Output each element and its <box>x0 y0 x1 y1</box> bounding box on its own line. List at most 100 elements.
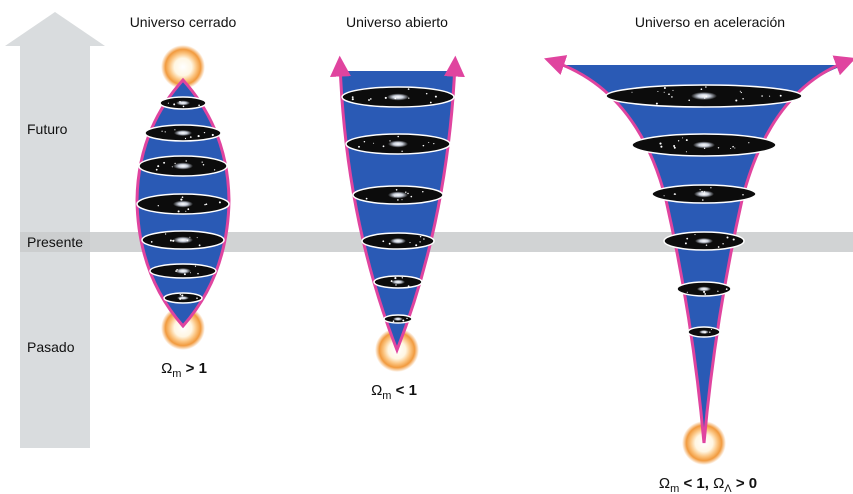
star-speck <box>157 165 160 168</box>
open-universe-outline <box>329 55 465 355</box>
star-speck <box>196 297 198 299</box>
galaxy-core <box>177 296 189 300</box>
star-speck <box>701 190 703 193</box>
star-speck <box>429 101 432 104</box>
subscript-m: m <box>670 483 679 494</box>
star-speck <box>730 147 732 150</box>
star-speck <box>406 317 408 320</box>
star-speck <box>397 135 400 138</box>
star-speck <box>419 241 421 243</box>
star-speck <box>351 98 354 101</box>
star-speck <box>717 246 720 248</box>
star-speck <box>395 188 398 191</box>
star-speck <box>169 239 172 242</box>
star-speck <box>703 290 706 293</box>
star-speck <box>174 129 176 131</box>
open-galaxies <box>341 86 455 324</box>
star-speck <box>694 234 696 236</box>
galaxy-core <box>695 238 713 244</box>
star-speck <box>657 90 659 93</box>
star-speck <box>167 102 169 104</box>
star-speck <box>742 193 744 196</box>
star-speck <box>769 95 771 97</box>
star-speck <box>198 104 200 107</box>
star-speck <box>663 86 666 90</box>
star-speck <box>202 163 205 166</box>
star-speck <box>174 162 176 165</box>
star-speck <box>392 320 395 323</box>
star-speck <box>631 91 633 93</box>
star-speck <box>175 270 177 272</box>
star-speck <box>704 293 707 295</box>
star-speck <box>198 244 201 247</box>
label-present: Presente <box>27 234 83 250</box>
star-speck <box>196 237 198 239</box>
star-speck <box>369 98 372 100</box>
star-speck <box>685 139 688 142</box>
star-speck <box>703 147 706 149</box>
star-speck <box>179 101 181 103</box>
galaxy-core <box>697 286 711 292</box>
star-speck <box>742 97 744 100</box>
relation-text: < 1 <box>391 382 416 399</box>
star-speck <box>734 147 736 149</box>
star-speck <box>699 189 701 191</box>
star-speck <box>173 103 176 106</box>
star-speck <box>150 241 153 243</box>
galaxy-core <box>699 330 709 334</box>
galaxy-stars <box>150 86 782 334</box>
star-speck <box>181 196 184 199</box>
star-speck <box>184 137 187 140</box>
star-speck <box>705 86 707 88</box>
star-speck <box>705 244 708 246</box>
galaxy-core <box>175 268 191 274</box>
star-speck <box>179 294 181 296</box>
star-speck <box>425 92 428 95</box>
title-accelerating-universe: Universo en aceleración <box>635 14 785 30</box>
accelerating-galaxies <box>605 84 803 338</box>
star-speck <box>748 142 750 144</box>
star-speck <box>677 140 680 142</box>
star-speck <box>740 91 742 94</box>
subscript-m: m <box>172 368 181 380</box>
star-speck <box>710 187 712 189</box>
star-speck <box>422 144 425 147</box>
star-speck <box>408 97 410 99</box>
star-speck <box>182 105 185 108</box>
star-speck <box>660 145 663 148</box>
star-speck <box>673 146 676 149</box>
accelerating-universe: Ωm < 1, ΩΛ > 0 <box>544 55 853 494</box>
star-speck <box>394 97 397 100</box>
star-speck <box>384 96 387 99</box>
omega-symbol: Ω <box>161 360 172 377</box>
star-speck <box>189 236 191 238</box>
star-speck <box>673 193 676 195</box>
star-speck <box>197 272 199 275</box>
closed-universe: Ωm > 1 <box>135 45 231 380</box>
galaxy-core <box>173 162 193 170</box>
star-speck <box>172 239 175 242</box>
star-speck <box>672 89 674 91</box>
star-speck <box>732 145 734 148</box>
star-speck <box>671 96 673 98</box>
formula-accelerating: Ωm < 1, ΩΛ > 0 <box>659 475 757 494</box>
star-speck <box>419 235 422 238</box>
omega-symbol: Ω <box>371 382 382 399</box>
star-speck <box>709 331 711 333</box>
star-speck <box>685 151 687 153</box>
star-speck <box>663 91 665 93</box>
star-speck <box>686 291 688 293</box>
galaxy-core <box>387 93 409 101</box>
subscript-m: m <box>382 390 391 402</box>
star-speck <box>179 297 182 300</box>
star-speck <box>704 331 706 334</box>
galaxy-core <box>391 279 405 285</box>
star-speck <box>397 199 399 201</box>
star-speck <box>211 133 214 137</box>
star-speck <box>703 97 706 99</box>
star-speck <box>389 140 391 142</box>
star-speck <box>394 277 397 280</box>
star-speck <box>732 238 735 241</box>
star-speck <box>703 193 705 195</box>
